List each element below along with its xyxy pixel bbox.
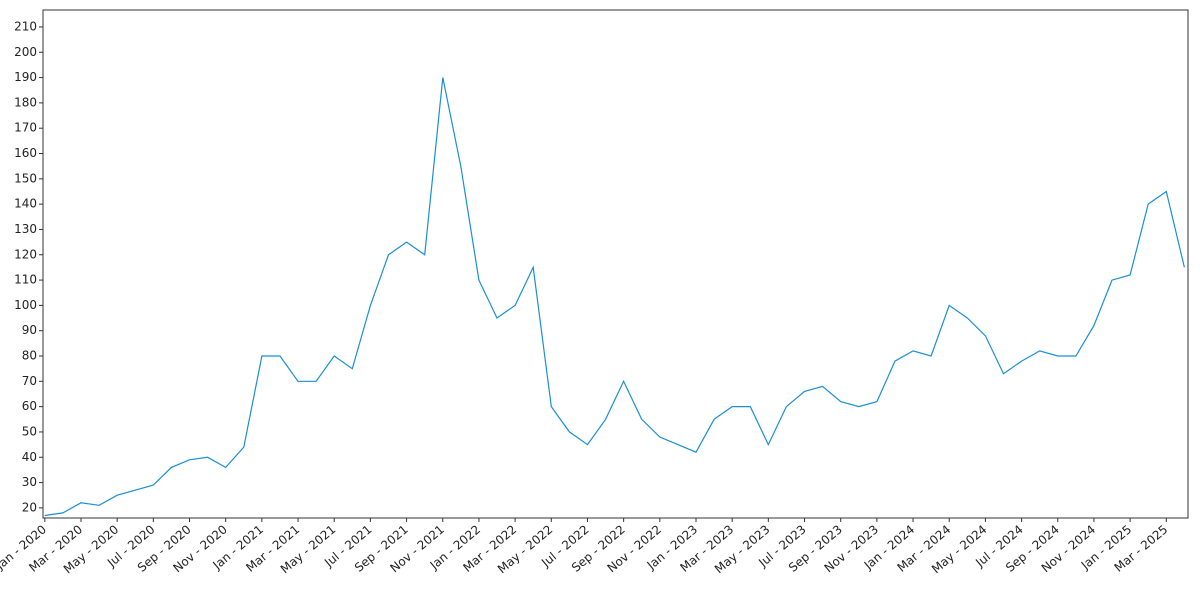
y-tick-label: 190 <box>14 70 37 84</box>
y-tick-label: 80 <box>22 349 37 363</box>
y-tick-label: 150 <box>14 171 37 185</box>
y-tick-label: 20 <box>22 500 37 514</box>
y-tick-label: 130 <box>14 222 37 236</box>
y-tick-label: 50 <box>22 424 37 438</box>
y-tick-label: 30 <box>22 475 37 489</box>
y-tick-label: 170 <box>14 121 37 135</box>
y-tick-label: 90 <box>22 323 37 337</box>
y-tick-label: 40 <box>22 450 37 464</box>
y-tick-label: 160 <box>14 146 37 160</box>
y-tick-label: 60 <box>22 399 37 413</box>
y-tick-label: 120 <box>14 247 37 261</box>
y-tick-label: 140 <box>14 197 37 211</box>
y-tick-label: 210 <box>14 19 37 33</box>
y-tick-label: 200 <box>14 45 37 59</box>
plot-frame <box>42 9 1189 519</box>
y-tick-label: 100 <box>14 298 37 312</box>
price-line <box>44 77 1185 517</box>
y-tick-label: 180 <box>14 95 37 109</box>
y-tick-label: 110 <box>14 273 37 287</box>
y-tick-label: 70 <box>22 374 37 388</box>
